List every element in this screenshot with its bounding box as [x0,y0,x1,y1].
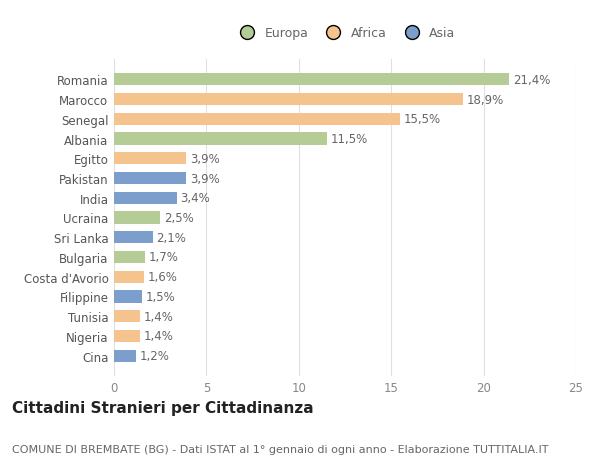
Text: 2,1%: 2,1% [157,231,187,244]
Bar [114,271,143,283]
Text: 15,5%: 15,5% [404,113,441,126]
Bar [114,113,400,126]
Text: 11,5%: 11,5% [330,133,367,146]
Bar [114,330,140,342]
Text: Cittadini Stranieri per Cittadinanza: Cittadini Stranieri per Cittadinanza [12,400,314,415]
Bar [114,212,160,224]
Bar [114,350,136,362]
Text: 1,6%: 1,6% [147,271,177,284]
Text: 1,7%: 1,7% [149,251,179,264]
Bar [114,310,140,323]
Bar [114,94,463,106]
Bar [114,133,326,146]
Bar [114,173,186,185]
Legend: Europa, Africa, Asia: Europa, Africa, Asia [232,25,458,43]
Text: 18,9%: 18,9% [467,93,504,106]
Bar [114,192,177,204]
Text: 2,5%: 2,5% [164,212,194,224]
Text: 3,9%: 3,9% [190,172,220,185]
Text: 1,5%: 1,5% [145,290,175,303]
Bar [114,232,153,244]
Bar [114,153,186,165]
Text: 1,2%: 1,2% [140,349,170,362]
Bar [114,252,145,263]
Bar [114,291,142,303]
Bar [114,74,509,86]
Text: 21,4%: 21,4% [513,74,551,87]
Text: 3,4%: 3,4% [181,192,210,205]
Text: 3,9%: 3,9% [190,152,220,165]
Text: 1,4%: 1,4% [143,330,173,343]
Text: COMUNE DI BREMBATE (BG) - Dati ISTAT al 1° gennaio di ogni anno - Elaborazione T: COMUNE DI BREMBATE (BG) - Dati ISTAT al … [12,444,548,454]
Text: 1,4%: 1,4% [143,310,173,323]
